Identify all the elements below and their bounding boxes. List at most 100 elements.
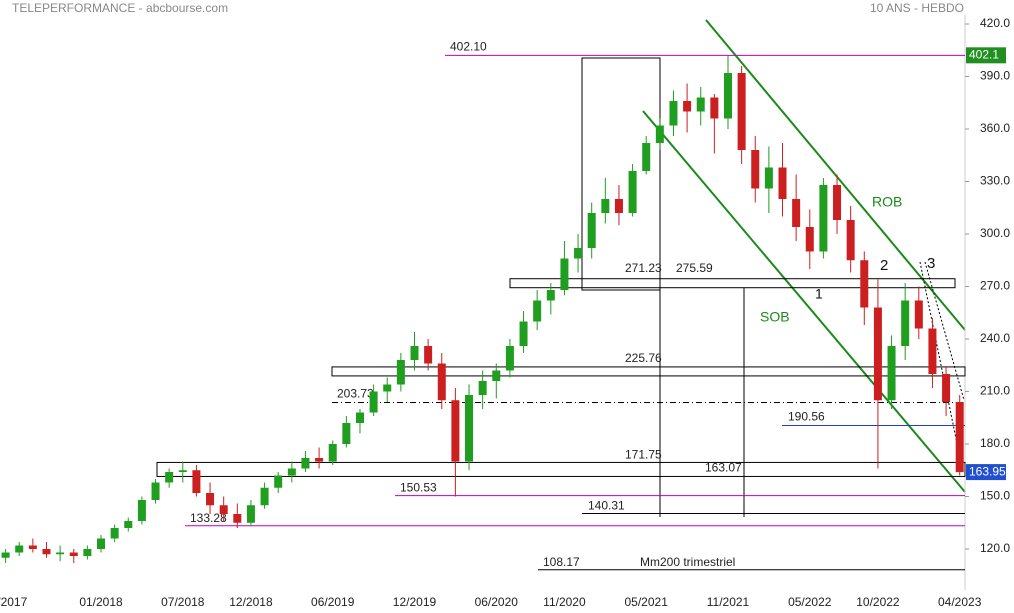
candle-body xyxy=(846,220,855,261)
x-tick-label: 01/2018 xyxy=(79,595,123,609)
y-tick-label: 180.0 xyxy=(980,436,1010,450)
candle-body xyxy=(274,475,283,488)
zone xyxy=(509,278,956,289)
x-tick-label: 04/2023 xyxy=(938,595,982,609)
level-label: 171.75 xyxy=(625,448,662,462)
annotation: ROB xyxy=(872,194,902,210)
level-label: 275.59 xyxy=(676,261,713,275)
candle-body xyxy=(369,391,378,413)
price-badge-label: 402.1 xyxy=(969,47,999,61)
y-tick-label: 270.0 xyxy=(980,279,1010,293)
candle-body xyxy=(819,185,828,252)
candle-body xyxy=(737,73,746,150)
x-tick-label: 10/2022 xyxy=(856,595,900,609)
candle-body xyxy=(601,199,610,213)
candle-body xyxy=(805,227,814,252)
y-tick-label: 360.0 xyxy=(980,121,1010,135)
trend-line xyxy=(705,19,966,331)
candle-body xyxy=(710,97,719,119)
price-badge xyxy=(966,464,1006,481)
trend-line xyxy=(642,110,966,493)
candle-body xyxy=(328,444,337,462)
candle-body xyxy=(683,101,692,112)
price-badge-label: 163.95 xyxy=(969,464,1006,478)
ma-label: Mm200 trimestriel xyxy=(640,555,735,569)
x-tick-label: 05/2022 xyxy=(788,595,832,609)
box xyxy=(581,57,661,291)
candle-body xyxy=(124,521,133,528)
candle-body xyxy=(355,412,364,423)
x-tick-label: 06/2019 xyxy=(311,595,355,609)
chart-title: TELEPERFORMANCE - abcbourse.com xyxy=(12,1,228,15)
candle-body xyxy=(533,300,542,322)
candle-body xyxy=(860,260,869,308)
candle-body xyxy=(301,458,310,469)
candle-body xyxy=(696,97,705,112)
x-tick-label: 06/2017 xyxy=(0,595,28,609)
candle-body xyxy=(110,528,119,539)
annotation: 1 xyxy=(815,286,823,302)
y-tick-label: 390.0 xyxy=(980,69,1010,83)
candle-body xyxy=(137,500,146,521)
candle-body xyxy=(465,395,474,462)
candle-body xyxy=(396,360,405,385)
candle-body xyxy=(628,171,637,213)
level-label: 225.76 xyxy=(625,351,662,365)
level-label: 163.07 xyxy=(705,461,742,475)
candle-body xyxy=(955,402,964,473)
candle-body xyxy=(723,73,732,119)
candle-body xyxy=(83,549,92,556)
x-tick-label: 12/2019 xyxy=(393,595,437,609)
candle-body xyxy=(178,470,187,472)
y-tick-label: 330.0 xyxy=(980,174,1010,188)
price-badge xyxy=(966,47,1006,64)
x-tick-label: 11/2021 xyxy=(707,595,750,609)
y-tick-label: 120.0 xyxy=(980,541,1010,555)
candle-body xyxy=(69,552,78,556)
candle-body xyxy=(901,300,910,346)
candle-body xyxy=(614,199,623,213)
zone xyxy=(331,366,966,377)
annotation: 3 xyxy=(927,255,935,272)
x-tick-label: 06/2020 xyxy=(475,595,519,609)
y-tick-label: 240.0 xyxy=(980,331,1010,345)
candle-body xyxy=(42,549,51,555)
candle-body xyxy=(192,470,201,493)
candle-body xyxy=(287,468,296,476)
candle-body xyxy=(151,482,160,500)
candle-body xyxy=(587,213,596,248)
candle-body xyxy=(669,101,678,126)
chart-subtitle: 10 ANS - HEBDO xyxy=(870,1,964,15)
candle-body xyxy=(56,552,65,555)
level-label: 203.73 xyxy=(337,387,374,401)
candle-body xyxy=(28,545,37,549)
candle-body xyxy=(792,199,801,227)
x-tick-label: 12/2018 xyxy=(229,595,273,609)
candle-body xyxy=(655,125,664,143)
annotation: SOB xyxy=(760,309,790,325)
dotted-line xyxy=(919,261,963,469)
candle-body xyxy=(574,248,583,259)
level-label: 108.17 xyxy=(543,555,580,569)
level-label: 271.23 xyxy=(625,261,662,275)
candle-body xyxy=(219,505,228,514)
candle-body xyxy=(1,552,10,558)
candle-body xyxy=(778,167,787,199)
zone xyxy=(156,461,966,477)
candle-body xyxy=(437,363,446,401)
candle-body xyxy=(505,346,514,371)
level-label: 402.10 xyxy=(450,39,487,53)
candle-body xyxy=(315,458,324,462)
x-tick-label: 07/2018 xyxy=(161,595,205,609)
candle-body xyxy=(914,300,923,329)
candle-body xyxy=(233,514,242,523)
candle-body xyxy=(165,472,174,483)
candle-body xyxy=(410,346,419,360)
candle-body xyxy=(97,538,106,549)
y-tick-label: 150.0 xyxy=(980,489,1010,503)
candle-body xyxy=(751,150,760,189)
candle-body xyxy=(260,487,269,506)
x-tick-label: 11/2020 xyxy=(543,595,586,609)
candle-body xyxy=(942,374,951,402)
